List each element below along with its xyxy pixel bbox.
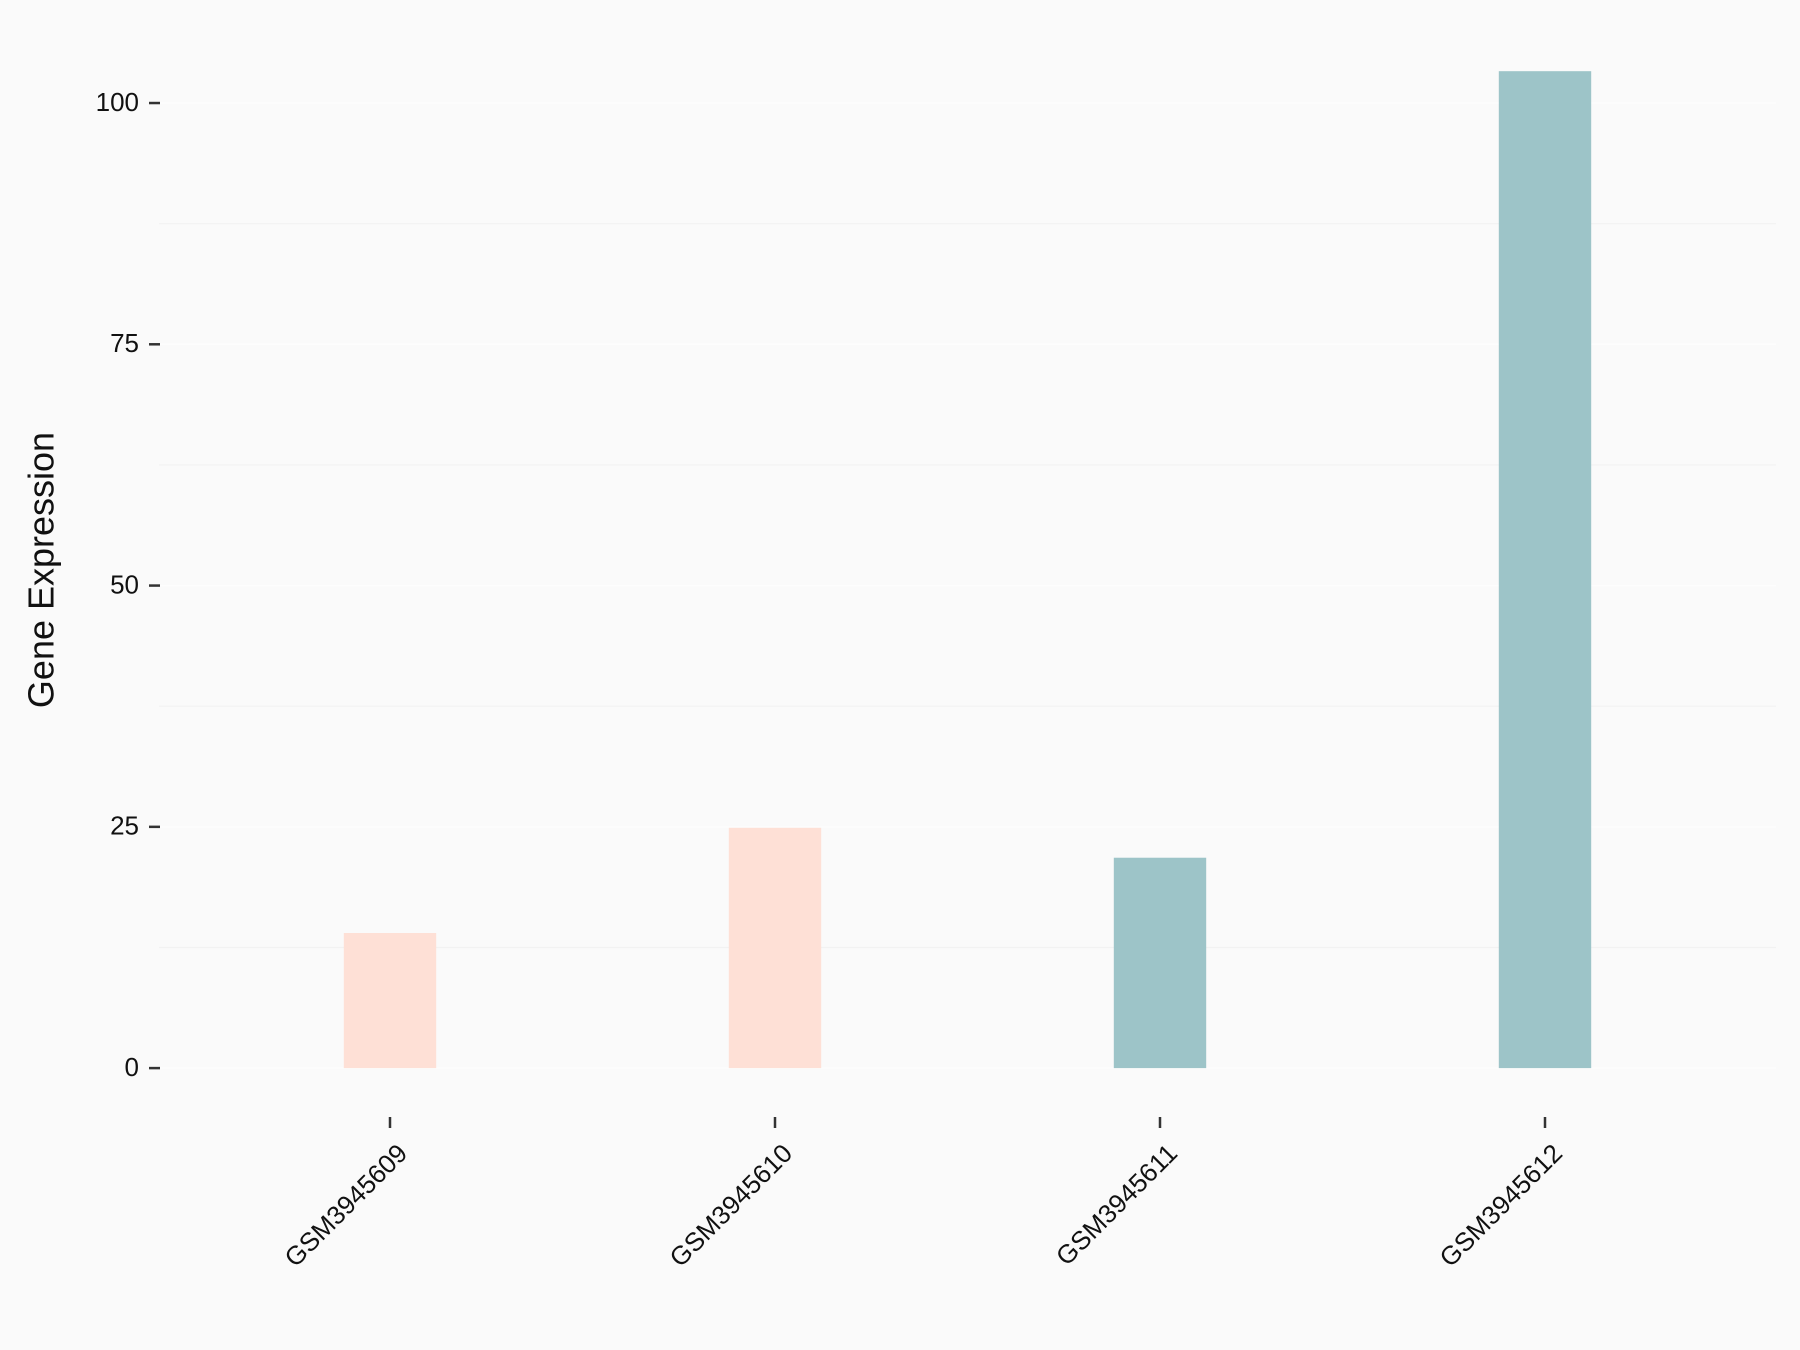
- y-tick-label: 75: [110, 328, 139, 358]
- y-tick-label: 0: [125, 1052, 139, 1082]
- y-axis-title: Gene Expression: [21, 432, 62, 708]
- bar: [1498, 71, 1592, 1069]
- bar: [728, 827, 822, 1069]
- y-tick-label: 50: [110, 569, 139, 599]
- y-tick-label: 25: [110, 811, 139, 841]
- bar: [343, 932, 437, 1069]
- y-tick-label: 100: [96, 87, 139, 117]
- bar: [1113, 857, 1207, 1069]
